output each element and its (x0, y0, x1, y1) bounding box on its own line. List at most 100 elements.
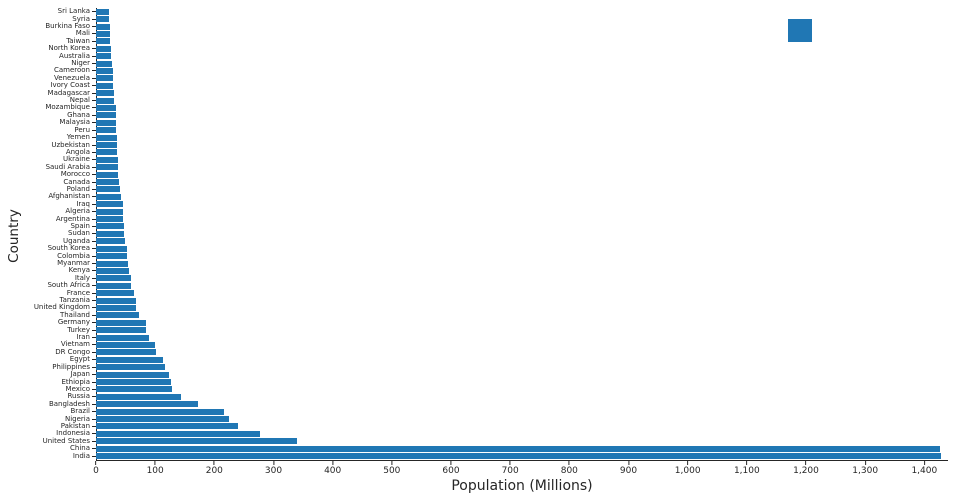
y-tick-label: Argentina (55, 214, 90, 223)
bar-row: Pakistan (0, 422, 948, 430)
bar-row: Poland (0, 184, 948, 193)
y-tick-mark (92, 366, 96, 368)
bar-egypt (96, 356, 163, 363)
bar-track (96, 252, 948, 260)
x-tick: 1,100 (734, 461, 760, 476)
bar-row: Spain (0, 222, 948, 230)
bar-brazil (96, 408, 224, 415)
y-tick-label: Turkey (67, 325, 90, 334)
bar-ghana (96, 112, 117, 119)
y-tick-mark (92, 270, 96, 272)
bar-track (96, 186, 948, 193)
bar-track (96, 275, 948, 282)
y-tick-mark (92, 114, 96, 116)
x-tick-mark (509, 461, 511, 465)
bar-track (96, 208, 948, 215)
bar-row: Myanmar (0, 260, 948, 267)
bar-row: Kenya (0, 267, 948, 274)
y-tick-label: Brazil (70, 407, 90, 416)
bar-track (96, 238, 948, 245)
bar-row: South Korea (0, 245, 948, 252)
bar-japan (96, 371, 169, 378)
bar-russia (96, 393, 182, 400)
y-tick-mark (92, 55, 96, 57)
bar-row: Tanzania (0, 297, 948, 304)
bar-morocco (96, 171, 119, 178)
y-tick-mark (92, 211, 96, 213)
y-tick-label: Madagascar (47, 88, 90, 97)
bar-row: France (0, 288, 948, 297)
y-tick-label: Mali (75, 29, 90, 38)
bar-track (96, 408, 948, 415)
bar-row: Afghanistan (0, 193, 948, 200)
bar-track (96, 430, 948, 437)
bar-row: Colombia (0, 251, 948, 260)
y-tick-label: South Africa (47, 281, 90, 290)
bar-north-korea (96, 45, 112, 52)
bar-row: Madagascar (0, 88, 948, 97)
y-tick-mark (92, 403, 96, 405)
y-tick-label: Yemen (66, 133, 90, 142)
bar-row: Argentina (0, 214, 948, 223)
bar-track (96, 364, 948, 371)
bar-track (96, 119, 948, 126)
bar-track (96, 75, 948, 82)
bar-track (96, 89, 948, 97)
bar-row: Peru (0, 126, 948, 134)
bar-row: Brazil (0, 408, 948, 415)
x-tick: 1,000 (675, 461, 701, 476)
bar-track (96, 97, 948, 104)
x-tick: 300 (265, 461, 282, 476)
x-tick-label: 600 (442, 466, 460, 476)
y-tick-label: Poland (66, 184, 90, 193)
y-tick-mark (92, 263, 96, 265)
y-tick-label: Angola (65, 147, 90, 156)
x-tick: 200 (206, 461, 223, 476)
y-tick-mark (92, 174, 96, 176)
y-tick-label: Philippines (52, 362, 90, 371)
bar-madagascar (96, 90, 114, 97)
bar-track (96, 30, 948, 37)
bar-row: China (0, 445, 948, 452)
y-tick-label: Tanzania (59, 296, 90, 305)
bar-track (96, 149, 948, 156)
bar-row: Yemen (0, 134, 948, 141)
y-tick-label: United States (42, 436, 90, 445)
bar-row: Ivory Coast (0, 82, 948, 89)
bar-track (96, 193, 948, 200)
x-tick: 500 (383, 461, 400, 476)
y-tick-label: United Kingdom (33, 303, 90, 312)
bar-iraq (96, 201, 123, 208)
y-tick-mark (92, 374, 96, 376)
y-tick-mark (92, 85, 96, 87)
bar-track (96, 82, 948, 89)
y-tick-mark (92, 92, 96, 94)
bar-track (96, 67, 948, 74)
x-tick-label: 100 (146, 466, 164, 476)
y-tick-label: Sudan (67, 229, 90, 238)
bar-nigeria (96, 416, 229, 423)
bar-spain (96, 223, 125, 230)
bar-mozambique (96, 104, 116, 111)
y-tick-mark (92, 240, 96, 242)
y-tick-mark (92, 329, 96, 331)
y-tick-label: Uganda (62, 236, 90, 245)
bar-row: Uganda (0, 236, 948, 245)
y-tick-mark (92, 26, 96, 28)
x-tick: 900 (620, 461, 637, 476)
bar-track (96, 445, 948, 452)
bar-south-korea (96, 245, 127, 252)
bar-niger (96, 60, 112, 67)
bar-philippines (96, 364, 166, 371)
y-tick-label: France (66, 288, 90, 297)
bar-track (96, 438, 948, 445)
y-tick-label: Burkina Faso (45, 22, 90, 31)
x-axis-line (96, 460, 948, 461)
y-tick-label: Nepal (69, 96, 90, 105)
bar-track (96, 341, 948, 348)
bar-track (96, 15, 948, 23)
y-tick-mark (92, 388, 96, 390)
y-tick-label: Colombia (57, 251, 90, 260)
x-tick-mark (687, 461, 689, 465)
bar-row: United Kingdom (0, 304, 948, 311)
